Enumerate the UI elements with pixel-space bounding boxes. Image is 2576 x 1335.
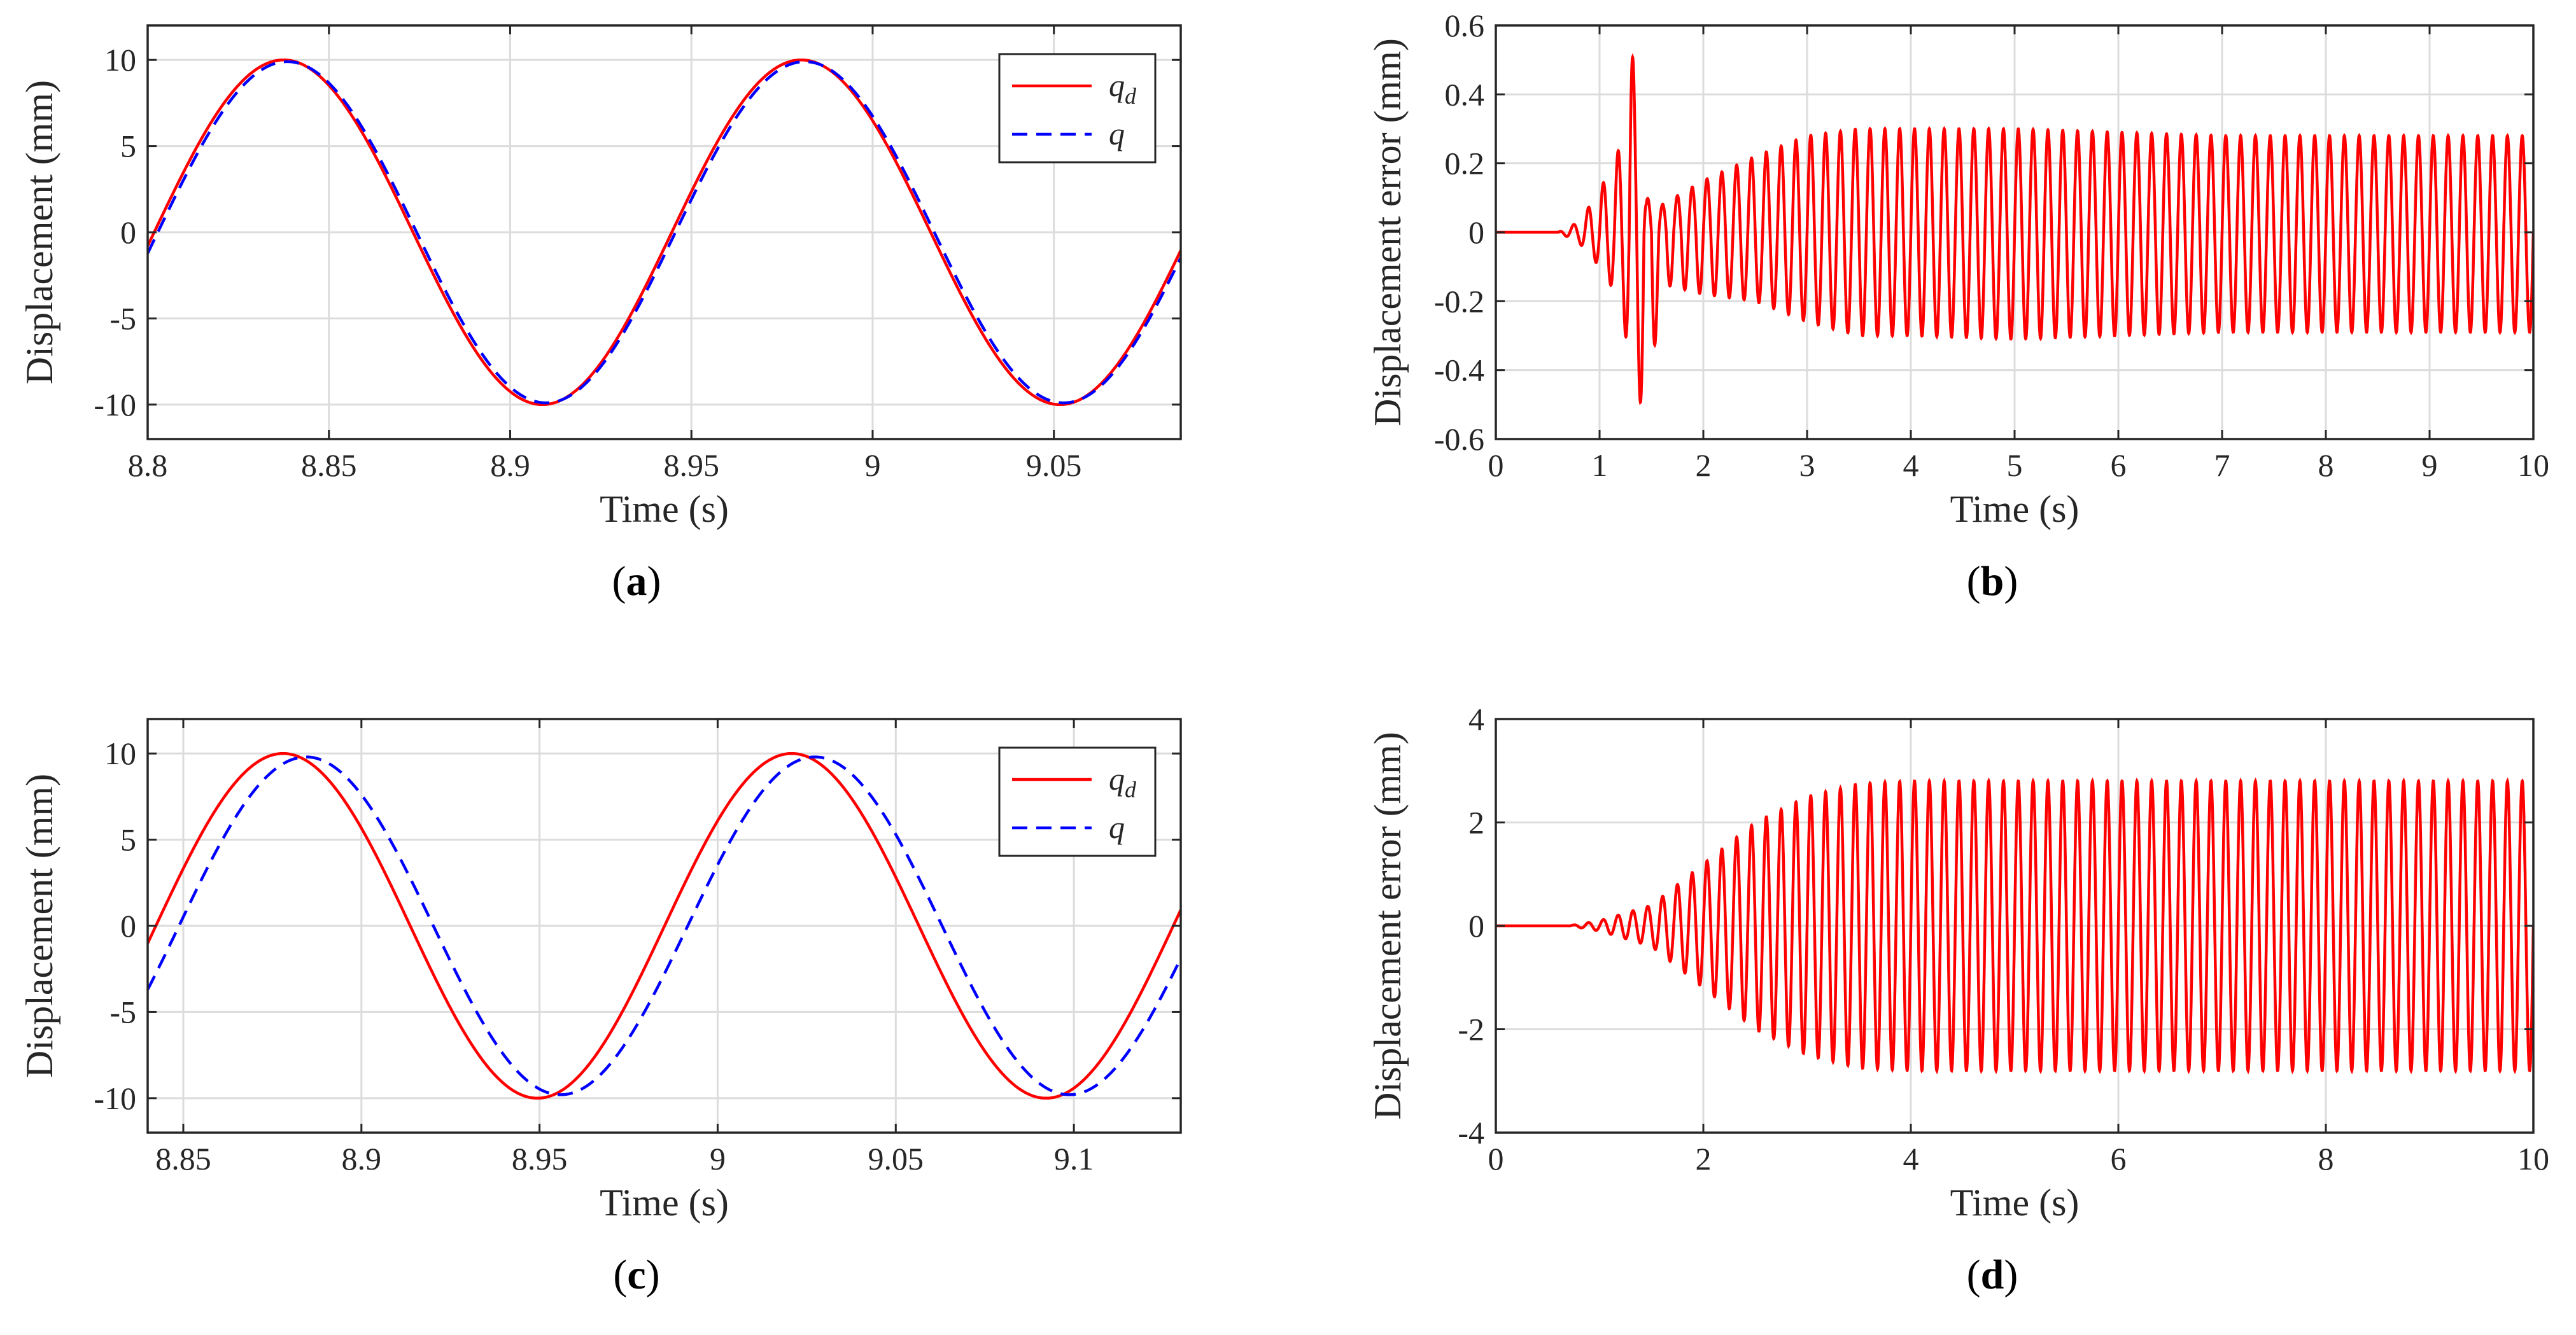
y-tick-label: 10 [104,736,136,771]
y-tick-label: 0 [1468,214,1484,250]
y-tick-label: 0 [1468,908,1484,944]
chart-b: 0 1 2 3 4 5 6 7 8 9 10 -0.6 -0.4 -0.2 0 0.2 0.4 0.6 Time (… [1367,8,2549,530]
legend-label: q [1109,809,1125,845]
x-tick-label: 2 [1696,1141,1712,1177]
x-tick-label: 10 [2517,447,2549,483]
x-tick-label: 8.9 [490,447,530,483]
x-tick-label: 5 [2007,447,2023,483]
x-tick-label: 10 [2517,1141,2549,1177]
y-tick-label: -0.4 [1434,353,1484,388]
legend-box [998,53,1157,164]
y-tick-label: -0.2 [1434,283,1484,319]
series-line-q_d [148,58,1181,407]
x-tick-label: 4 [1903,447,1919,483]
x-tick-label: 8.95 [663,447,719,483]
chart-d: 0 2 4 6 8 10 -4 -2 0 2 4 Time (s) Displacement error… [1367,701,2549,1224]
y-tick-label: 0.2 [1445,146,1485,181]
y-axis-label: Displacement (mm) [18,774,60,1078]
x-tick-label: 9.05 [1026,447,1082,483]
subfigure-caption: (a) [612,558,661,605]
y-axis-label: Displacement error (mm) [1367,732,1409,1120]
x-tick-label: 7 [2214,447,2230,483]
x-axis-label: Time (s) [1950,1182,2080,1224]
x-tick-label: 8.8 [128,447,168,483]
y-tick-label: 10 [104,42,136,78]
x-tick-label: 9.1 [1054,1141,1094,1177]
x-axis-label: Time (s) [1950,488,2080,530]
x-tick-label: 3 [1799,447,1815,483]
x-tick-label: 9 [710,1141,726,1177]
y-tick-label: 0 [120,908,136,944]
x-tick-label: 6 [2111,1141,2127,1177]
y-tick-label: 0.6 [1445,8,1485,43]
y-tick-label: -10 [94,387,136,423]
y-tick-label: -4 [1458,1115,1484,1150]
legend-label: qd [1109,761,1137,802]
x-tick-label: 4 [1903,1141,1919,1177]
series-line-q [148,755,1181,1096]
y-tick-label: -2 [1458,1012,1484,1047]
series-line-error [1496,777,2533,1075]
y-tick-label: -0.6 [1434,421,1484,457]
subfigure-caption: (d) [1967,1252,2018,1298]
x-tick-label: 6 [2111,447,2127,483]
x-tick-label: 0 [1488,447,1504,483]
x-tick-label: 8.85 [155,1141,211,1177]
y-tick-label: -5 [109,300,136,336]
x-tick-label: 9 [864,447,880,483]
legend-box [998,746,1157,857]
x-tick-label: 9.05 [868,1141,924,1177]
y-tick-label: 5 [120,129,136,164]
x-tick-label: 0 [1488,1141,1504,1177]
y-tick-label: 5 [120,822,136,858]
x-tick-label: 2 [1696,447,1712,483]
x-tick-label: 8 [2318,447,2334,483]
y-tick-label: -10 [94,1080,136,1116]
legend-label: q [1109,116,1125,151]
legend: qdq [998,53,1157,164]
x-tick-label: 8 [2318,1141,2334,1177]
subfigure-caption: (c) [613,1252,659,1298]
chart-a: 8.8 8.85 8.9 8.95 9 9.05 -10 -5 0 5 10 Time (s) Disp… [18,24,1182,530]
chart-c: 8.85 8.9 8.95 9 9.05 9.1 -10 -5 0 5 10 Time (s) Disp… [18,718,1182,1224]
x-tick-label: 8.85 [301,447,357,483]
legend: qd q [998,746,1157,857]
x-tick-label: 8.95 [512,1141,568,1177]
y-tick-label: 0 [120,214,136,250]
x-tick-label: 9 [2422,447,2438,483]
series-line-q_d [148,751,1181,1100]
y-axis-label: Displacement error (mm) [1367,38,1409,426]
y-axis-label: Displacement (mm) [18,80,60,384]
series-line-error [1496,53,2533,405]
x-tick-label: 1 [1592,447,1608,483]
y-tick-label: -5 [109,994,136,1030]
y-tick-label: 0.4 [1445,76,1485,112]
y-tick-label: 4 [1468,701,1484,737]
x-tick-label: 8.9 [342,1141,382,1177]
subfigure-caption: (b) [1967,558,2018,605]
x-axis-label: Time (s) [600,488,729,530]
series-line-q [148,60,1181,405]
y-tick-label: 2 [1468,805,1484,841]
x-axis-label: Time (s) [600,1182,729,1224]
